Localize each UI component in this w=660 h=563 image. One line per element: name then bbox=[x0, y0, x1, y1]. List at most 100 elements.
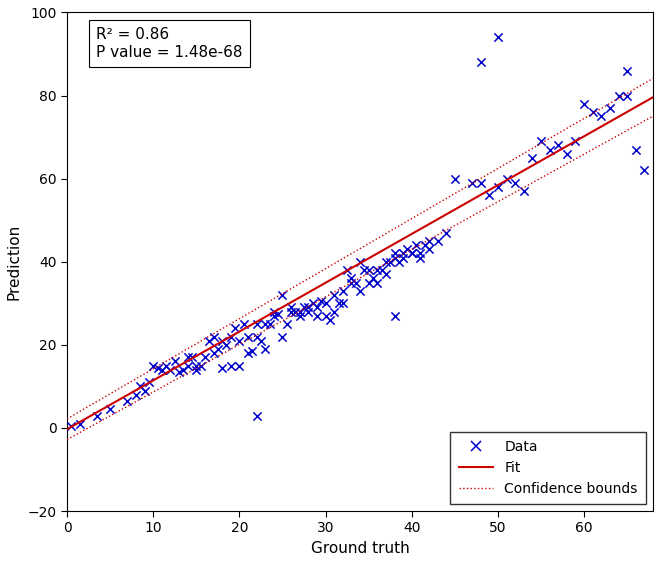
Point bbox=[75, 419, 85, 428]
Point bbox=[238, 320, 249, 329]
Point bbox=[492, 182, 503, 191]
Point bbox=[66, 421, 77, 430]
Point bbox=[234, 336, 245, 345]
Point bbox=[209, 348, 219, 358]
Point bbox=[622, 91, 632, 100]
Point bbox=[398, 253, 409, 262]
Point bbox=[170, 357, 180, 366]
Point bbox=[364, 278, 374, 287]
Point bbox=[221, 341, 232, 350]
Point bbox=[527, 153, 538, 162]
Point bbox=[393, 257, 404, 266]
Point bbox=[622, 66, 632, 75]
Point bbox=[255, 336, 266, 345]
Point bbox=[174, 368, 184, 377]
Point bbox=[165, 365, 176, 374]
Point bbox=[303, 303, 313, 312]
Point bbox=[389, 311, 400, 320]
Point bbox=[178, 365, 189, 374]
Point bbox=[407, 249, 417, 258]
Point bbox=[217, 363, 228, 372]
Point bbox=[337, 299, 348, 308]
Point bbox=[613, 91, 624, 100]
Point bbox=[277, 291, 288, 300]
X-axis label: Ground truth: Ground truth bbox=[311, 541, 409, 556]
Legend: Data, Fit, Confidence bounds: Data, Fit, Confidence bounds bbox=[450, 432, 646, 504]
Point bbox=[251, 332, 262, 341]
Point bbox=[299, 303, 310, 312]
Point bbox=[226, 332, 236, 341]
Point bbox=[247, 347, 257, 356]
Point bbox=[419, 240, 430, 249]
Point bbox=[148, 361, 158, 370]
Point bbox=[492, 33, 503, 42]
Point bbox=[269, 307, 279, 316]
Point bbox=[156, 365, 167, 374]
Point bbox=[475, 58, 486, 67]
Point bbox=[346, 274, 356, 283]
Point bbox=[385, 257, 395, 266]
Point bbox=[316, 297, 327, 306]
Point bbox=[342, 266, 352, 275]
Point bbox=[191, 361, 201, 370]
Point bbox=[195, 361, 206, 370]
Y-axis label: Prediction: Prediction bbox=[7, 224, 22, 300]
Point bbox=[449, 174, 460, 183]
Point bbox=[475, 178, 486, 187]
Point bbox=[402, 245, 412, 254]
Point bbox=[389, 253, 400, 262]
Point bbox=[562, 149, 572, 158]
Point bbox=[199, 353, 210, 362]
Point bbox=[282, 320, 292, 329]
Point bbox=[226, 361, 236, 370]
Point bbox=[411, 240, 421, 249]
Point bbox=[329, 307, 339, 316]
Point bbox=[398, 249, 409, 258]
Point bbox=[234, 361, 245, 370]
Point bbox=[329, 291, 339, 300]
Point bbox=[217, 336, 228, 345]
Point bbox=[544, 145, 555, 154]
Point bbox=[264, 320, 275, 329]
Point bbox=[355, 257, 366, 266]
Point bbox=[260, 345, 271, 354]
Point bbox=[415, 253, 426, 262]
Point bbox=[230, 324, 240, 333]
Point bbox=[312, 311, 322, 320]
Point bbox=[251, 411, 262, 420]
Point bbox=[587, 108, 598, 117]
Point bbox=[286, 303, 296, 312]
Point bbox=[161, 361, 172, 370]
Point bbox=[144, 378, 154, 387]
Point bbox=[350, 278, 361, 287]
Point bbox=[407, 249, 417, 258]
Point bbox=[381, 257, 391, 266]
Point bbox=[630, 145, 641, 154]
Point bbox=[320, 299, 331, 308]
Point bbox=[294, 307, 305, 316]
Point bbox=[359, 266, 370, 275]
Point bbox=[273, 309, 283, 318]
Point bbox=[213, 345, 223, 354]
Point bbox=[639, 166, 649, 175]
Point bbox=[424, 236, 434, 245]
Point bbox=[325, 315, 335, 324]
Point bbox=[484, 191, 494, 200]
Point bbox=[376, 266, 387, 275]
Point bbox=[432, 236, 443, 245]
Point bbox=[286, 307, 296, 316]
Point bbox=[182, 353, 193, 362]
Point bbox=[570, 137, 581, 146]
Point bbox=[187, 353, 197, 362]
Point bbox=[92, 411, 102, 420]
Point bbox=[355, 287, 366, 296]
Point bbox=[467, 178, 477, 187]
Point bbox=[122, 396, 133, 405]
Point bbox=[251, 320, 262, 329]
Point bbox=[308, 299, 318, 308]
Point bbox=[105, 405, 115, 414]
Point bbox=[139, 386, 150, 395]
Point bbox=[381, 270, 391, 279]
Point bbox=[131, 390, 141, 399]
Point bbox=[502, 174, 512, 183]
